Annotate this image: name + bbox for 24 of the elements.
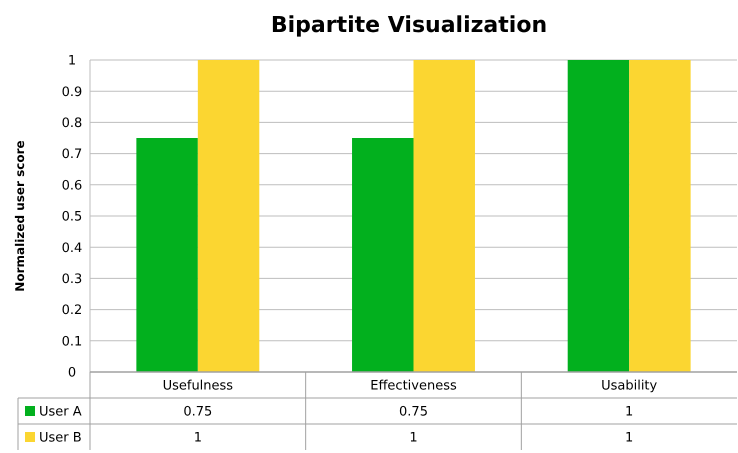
y-tick-label: 0.3 — [62, 272, 82, 287]
data-label: 0.75 — [183, 404, 212, 420]
y-tick-label: 0.5 — [62, 210, 82, 225]
y-tick-label: 0.8 — [62, 116, 82, 131]
y-tick-label: 0.1 — [62, 334, 82, 350]
data-label: 1 — [625, 430, 634, 446]
chart-title: Bipartite Visualization — [270, 13, 548, 38]
legend-label: User B — [39, 430, 82, 446]
y-axis-title: Normalized user score — [13, 140, 27, 292]
y-tick-label: 1 — [68, 54, 76, 69]
data-label: 0.75 — [399, 404, 428, 420]
data-label: 1 — [194, 430, 202, 446]
y-tick-label: 0.6 — [62, 178, 82, 194]
y-tick-label: 0.9 — [62, 84, 82, 100]
x-tick-label: Usefulness — [162, 378, 234, 394]
x-tick-label: Usability — [601, 378, 658, 394]
y-tick-label: 0.4 — [62, 240, 82, 256]
data-label: 1 — [409, 430, 418, 446]
y-tick-label: 0.7 — [62, 147, 82, 162]
x-tick-label: Effectiveness — [370, 378, 457, 394]
y-tick-label: 0.2 — [62, 303, 82, 318]
y-tick-label: 0 — [68, 366, 76, 381]
data-label: 1 — [625, 404, 634, 420]
legend-label: User A — [39, 404, 82, 420]
